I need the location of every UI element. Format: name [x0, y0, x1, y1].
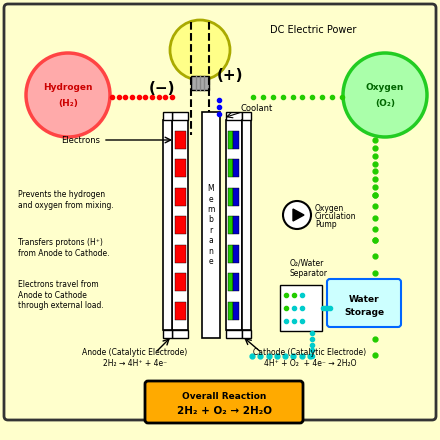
Bar [242, 120, 251, 330]
Text: Electrons: Electrons [61, 136, 100, 144]
Bar [175, 301, 186, 319]
Text: (O₂): (O₂) [375, 99, 395, 107]
Bar [228, 187, 233, 205]
Text: (H₂): (H₂) [58, 99, 78, 107]
Text: Oxygen: Oxygen [315, 203, 344, 213]
Circle shape [283, 201, 311, 229]
FancyBboxPatch shape [327, 279, 401, 327]
Bar [172, 120, 188, 330]
Bar [226, 330, 242, 338]
Bar [163, 330, 172, 338]
Bar [175, 245, 186, 263]
FancyBboxPatch shape [4, 4, 436, 420]
Text: Overall Reaction: Overall Reaction [182, 392, 266, 400]
Circle shape [343, 53, 427, 137]
Bar [233, 131, 239, 149]
Text: 2H₂ + O₂ → 2H₂O: 2H₂ + O₂ → 2H₂O [176, 406, 271, 416]
Bar [226, 112, 242, 120]
Bar [175, 159, 186, 177]
Circle shape [170, 20, 230, 80]
Text: Water: Water [348, 294, 379, 304]
Bar [233, 216, 239, 234]
Bar [228, 245, 233, 263]
Text: Pump: Pump [315, 220, 337, 228]
Bar [233, 245, 239, 263]
Bar [233, 159, 239, 177]
Bar [233, 273, 239, 291]
Text: Cathode (Catalytic Electrode): Cathode (Catalytic Electrode) [253, 348, 367, 356]
FancyBboxPatch shape [145, 381, 303, 423]
Text: Prevents the hydrogen
and oxygen from mixing.: Prevents the hydrogen and oxygen from mi… [18, 191, 114, 210]
Bar [202, 112, 220, 338]
Text: 4H⁺ + O₂  + 4e⁻ → 2H₂O: 4H⁺ + O₂ + 4e⁻ → 2H₂O [264, 359, 356, 367]
Bar [175, 187, 186, 205]
Bar [163, 120, 172, 330]
Text: M
e
m
b
r
a
n
e: M e m b r a n e [207, 184, 215, 266]
Bar [233, 187, 239, 205]
Text: (−): (−) [149, 81, 175, 95]
Bar [175, 273, 186, 291]
Text: Anode (Catalytic Electrode): Anode (Catalytic Electrode) [82, 348, 187, 356]
Text: (+): (+) [217, 67, 243, 83]
Text: Coolant: Coolant [240, 103, 272, 113]
Text: Storage: Storage [344, 308, 384, 316]
Text: Electrons travel from
Anode to Cathode
through external load.: Electrons travel from Anode to Cathode t… [18, 280, 104, 310]
Bar [280, 285, 322, 331]
Text: O₂/Water
Separator: O₂/Water Separator [290, 258, 328, 278]
Text: Transfers protons (H⁺)
from Anode to Cathode.: Transfers protons (H⁺) from Anode to Cat… [18, 238, 110, 258]
Circle shape [26, 53, 110, 137]
Bar [228, 216, 233, 234]
Text: Oxygen: Oxygen [366, 83, 404, 92]
Polygon shape [293, 209, 304, 221]
Bar [191, 76, 209, 90]
Bar [242, 330, 251, 338]
Bar [228, 273, 233, 291]
Bar [172, 330, 188, 338]
Text: DC Electric Power: DC Electric Power [270, 25, 356, 35]
Text: Hydrogen: Hydrogen [43, 83, 93, 92]
Bar [228, 301, 233, 319]
Bar [172, 112, 188, 120]
Text: 2H₂ → 4H⁺ + 4e⁻: 2H₂ → 4H⁺ + 4e⁻ [103, 359, 167, 367]
Bar [226, 120, 242, 330]
Bar [233, 301, 239, 319]
Bar [163, 112, 172, 120]
Bar [175, 131, 186, 149]
Bar [228, 159, 233, 177]
Text: Circulation: Circulation [315, 212, 356, 220]
Bar [242, 112, 251, 120]
Bar [228, 131, 233, 149]
Bar [175, 216, 186, 234]
